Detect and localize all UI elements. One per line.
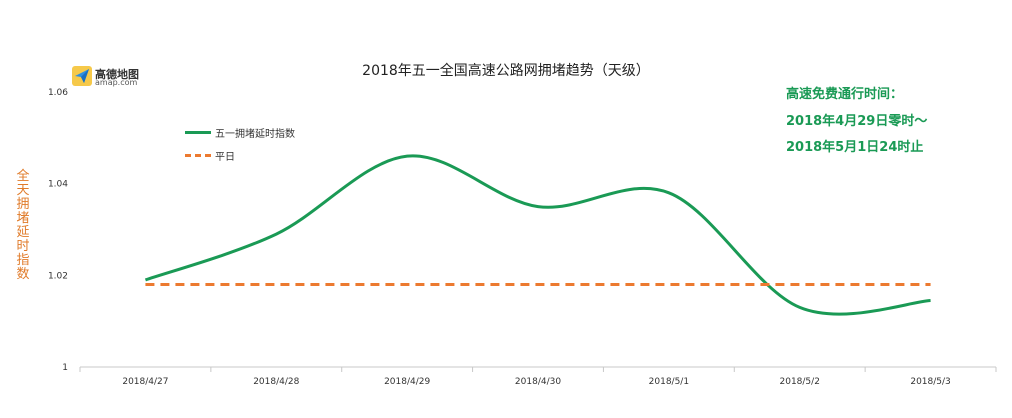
x-tick-label: 2018/4/28 [253,377,299,387]
annotation-line-2: 2018年4月29日零时～ [786,114,928,129]
logo-domain: amap.com [95,78,138,87]
y-axis-label: 全天拥堵延时指数 [16,169,30,282]
amap-logo: 高德地图 amap.com [72,66,152,90]
y-tick-label: 1.02 [48,271,68,281]
y-tick-label: 1 [62,363,68,373]
annotation-line-3: 2018年5月1日24时止 [786,140,924,155]
x-tick-label: 2018/5/2 [780,377,820,387]
legend-label-series-2: 平日 [215,152,235,163]
x-tick-label: 2018/4/29 [384,377,430,387]
x-tick-label: 2018/4/30 [515,377,561,387]
legend-label-series-1: 五一拥堵延时指数 [215,129,295,140]
legend-swatch-series-2 [185,154,211,157]
y-tick-label: 1.04 [48,180,68,190]
x-tick-label: 2018/4/27 [122,377,168,387]
chart-title: 2018年五一全国高速公路网拥堵趋势（天级） [362,63,650,79]
annotation-line-1: 高速免费通行时间： [786,87,904,102]
x-tick-label: 2018/5/3 [910,377,950,387]
y-tick-label: 1.06 [48,88,68,98]
series-line-1 [144,154,931,316]
legend-swatch-series-1 [185,131,211,134]
logo-name: 高德地图 [95,68,139,81]
paper-plane-logo-icon [72,66,92,86]
x-tick-label: 2018/5/1 [649,377,689,387]
